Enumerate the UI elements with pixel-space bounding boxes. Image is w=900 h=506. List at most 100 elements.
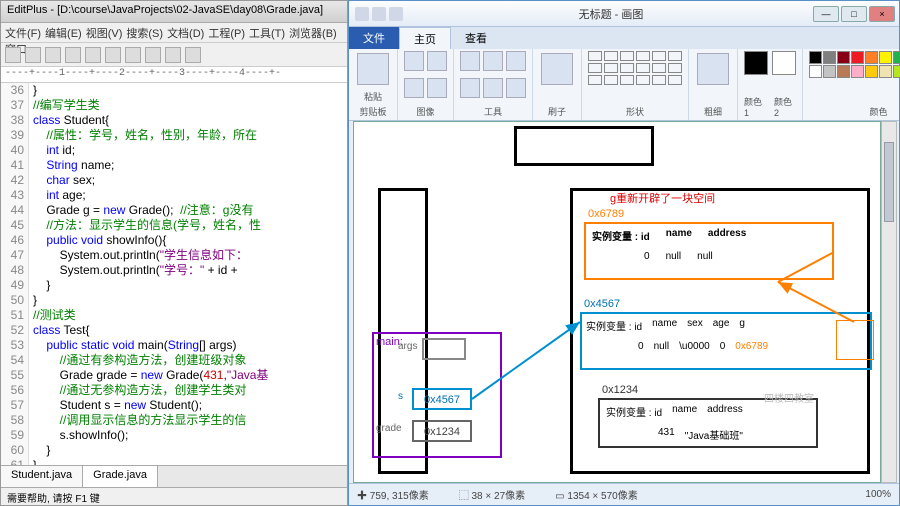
maximize-button[interactable]: □ [841, 6, 867, 22]
code-line[interactable]: 56 //通过无参构造方法，创建学生类对 [1, 383, 347, 398]
code-line[interactable]: 39 //属性：学号，姓名，性别，年龄，所在 [1, 128, 347, 143]
code-editor[interactable]: 36}37//编写学生类38class Student{39 //属性：学号，姓… [1, 83, 347, 465]
code-line[interactable]: 55 Grade grade = new Grade(431,"Java基 [1, 368, 347, 383]
code-line[interactable]: 57 Student s = new Student(); [1, 398, 347, 413]
menu-item[interactable]: 视图(V) [86, 28, 123, 40]
undo-icon[interactable] [145, 47, 161, 63]
code-line[interactable]: 60 } [1, 443, 347, 458]
color-swatch[interactable] [837, 51, 850, 64]
color2-swatch[interactable] [772, 51, 796, 75]
code-line[interactable]: 48 System.out.println("学号：" + id + [1, 263, 347, 278]
shape-icon[interactable] [604, 51, 618, 61]
color-swatch[interactable] [823, 65, 836, 78]
menu-item[interactable]: 文件(F) [5, 28, 41, 40]
brush-icon[interactable] [541, 53, 573, 85]
code-line[interactable]: 47 System.out.println("学生信息如下： [1, 248, 347, 263]
color-swatch[interactable] [879, 65, 892, 78]
pencil-icon[interactable] [460, 51, 480, 71]
crop-icon[interactable] [427, 51, 447, 71]
paint-canvas[interactable]: g重新开辟了一块空间 main: args s 0x4567 grade 0x1… [353, 121, 881, 483]
shape-icon[interactable] [588, 63, 602, 73]
shape-icon[interactable] [620, 51, 634, 61]
code-line[interactable]: 46 public void showInfo(){ [1, 233, 347, 248]
shape-icon[interactable] [620, 75, 634, 85]
code-line[interactable]: 53 public static void main(String[] args… [1, 338, 347, 353]
color-swatch[interactable] [851, 51, 864, 64]
color-swatch[interactable] [865, 65, 878, 78]
shape-icon[interactable] [652, 63, 666, 73]
paste-icon[interactable] [125, 47, 141, 63]
editplus-toolbar[interactable] [1, 43, 347, 67]
color-swatch[interactable] [865, 51, 878, 64]
shape-icon[interactable] [604, 63, 618, 73]
text-icon[interactable] [506, 51, 526, 71]
cut-icon[interactable] [85, 47, 101, 63]
copy-icon[interactable] [105, 47, 121, 63]
color1-swatch[interactable] [744, 51, 768, 75]
code-line[interactable]: 42 char sex; [1, 173, 347, 188]
code-line[interactable]: 51//测试类 [1, 308, 347, 323]
code-line[interactable]: 49 } [1, 278, 347, 293]
menu-item[interactable]: 搜索(S) [126, 28, 163, 40]
paint-titlebar[interactable]: 无标题 - 画图 — □ × [349, 1, 899, 27]
ribbon-tabs[interactable]: 文件 主页 查看 [349, 27, 899, 49]
code-line[interactable]: 41 String name; [1, 158, 347, 173]
paint-vscrollbar[interactable] [881, 121, 897, 483]
code-line[interactable]: 38class Student{ [1, 113, 347, 128]
tab-grade[interactable]: Grade.java [83, 466, 158, 487]
code-line[interactable]: 45 //方法：显示学生的信息(学号，姓名，性 [1, 218, 347, 233]
size-icon[interactable] [697, 53, 729, 85]
code-line[interactable]: 40 int id; [1, 143, 347, 158]
shape-icon[interactable] [604, 75, 618, 85]
undo-icon[interactable] [372, 7, 386, 21]
eraser-icon[interactable] [460, 78, 480, 98]
code-line[interactable]: 61} [1, 458, 347, 465]
color-swatch[interactable] [823, 51, 836, 64]
tab-file[interactable]: 文件 [349, 27, 399, 49]
shape-icon[interactable] [588, 75, 602, 85]
menu-item[interactable]: 编辑(E) [45, 28, 82, 40]
editplus-menubar[interactable]: 文件(F) 编辑(E) 视图(V)搜索(S) 文档(D) 工程(P) 工具(T) 浏览器(B… [1, 23, 347, 43]
color-swatch[interactable] [879, 51, 892, 64]
shape-icon[interactable] [668, 63, 682, 73]
shape-icon[interactable] [636, 51, 650, 61]
select-icon[interactable] [404, 51, 424, 71]
shape-icon[interactable] [636, 75, 650, 85]
close-button[interactable]: × [869, 6, 895, 22]
tab-home[interactable]: 主页 [399, 27, 451, 49]
tab-view[interactable]: 查看 [451, 27, 501, 49]
save-icon[interactable] [355, 7, 369, 21]
color-swatch[interactable] [809, 51, 822, 64]
menu-item[interactable]: 工具(T) [249, 28, 285, 40]
menu-item[interactable]: 浏览器(B) [289, 28, 337, 40]
color-swatch[interactable] [893, 51, 900, 64]
redo-icon[interactable] [165, 47, 181, 63]
color-swatch[interactable] [837, 65, 850, 78]
find-icon[interactable] [185, 47, 201, 63]
code-line[interactable]: 44 Grade g = new Grade(); //注意：g没有 [1, 203, 347, 218]
save-icon[interactable] [45, 47, 61, 63]
new-icon[interactable] [5, 47, 21, 63]
shape-icon[interactable] [668, 51, 682, 61]
rotate-icon[interactable] [427, 78, 447, 98]
code-line[interactable]: 50} [1, 293, 347, 308]
shape-icon[interactable] [652, 75, 666, 85]
code-line[interactable]: 43 int age; [1, 188, 347, 203]
color-swatch[interactable] [893, 65, 900, 78]
shape-icon[interactable] [668, 75, 682, 85]
tab-student[interactable]: Student.java [1, 466, 83, 487]
menu-item[interactable]: 文档(D) [167, 28, 204, 40]
shape-icon[interactable] [620, 63, 634, 73]
fill-icon[interactable] [483, 51, 503, 71]
resize-icon[interactable] [404, 78, 424, 98]
zoom-icon[interactable] [506, 78, 526, 98]
picker-icon[interactable] [483, 78, 503, 98]
minimize-button[interactable]: — [813, 6, 839, 22]
shape-icon[interactable] [588, 51, 602, 61]
menu-item[interactable]: 工程(P) [208, 28, 245, 40]
code-line[interactable]: 37//编写学生类 [1, 98, 347, 113]
editplus-doc-tabs[interactable]: Student.java Grade.java [1, 465, 347, 487]
open-icon[interactable] [25, 47, 41, 63]
scrollbar-thumb[interactable] [884, 142, 894, 222]
color-swatch[interactable] [809, 65, 822, 78]
